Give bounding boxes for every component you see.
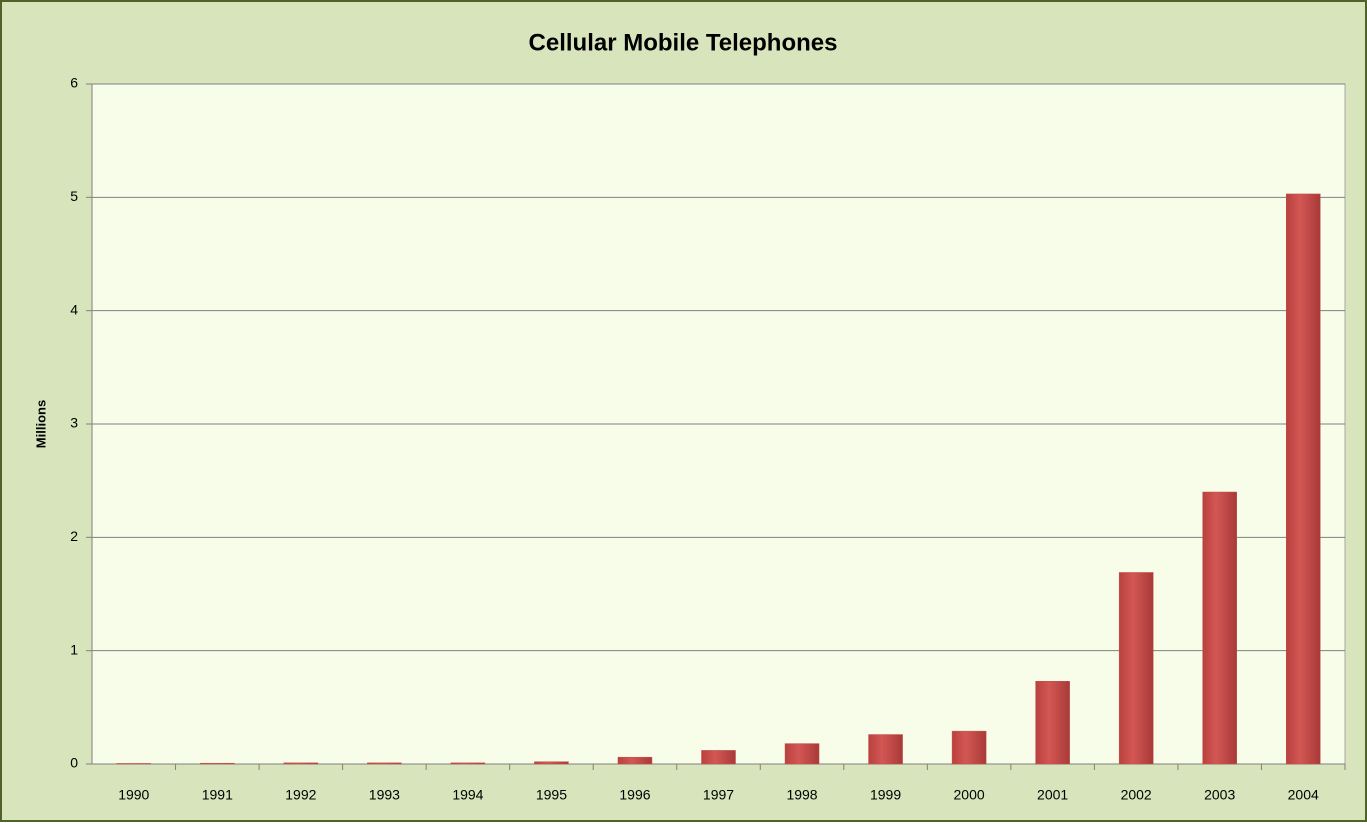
x-tick-label: 2000 [954, 787, 985, 803]
x-tick-label: 1995 [536, 787, 567, 803]
x-tick-label: 2002 [1121, 787, 1152, 803]
bar [534, 761, 569, 765]
x-tick-label: 1992 [285, 787, 316, 803]
y-tick-label: 6 [70, 75, 78, 91]
bar [116, 763, 152, 765]
bar [1285, 193, 1321, 765]
bar [450, 762, 486, 765]
bar [951, 730, 987, 765]
chart-title: Cellular Mobile Telephones [529, 29, 838, 56]
bar [868, 734, 903, 765]
bar [200, 762, 235, 765]
x-tick-label: 1990 [118, 787, 149, 803]
y-tick-label: 2 [70, 528, 78, 544]
bar [701, 750, 736, 765]
y-tick-label: 0 [70, 755, 78, 771]
bar [1202, 491, 1237, 765]
bar [617, 756, 653, 765]
y-tick-label: 4 [70, 301, 78, 317]
x-tick-label: 2001 [1037, 787, 1068, 803]
bar [1118, 572, 1154, 765]
y-tick-label: 1 [70, 641, 78, 657]
x-tick-label: 1994 [452, 787, 483, 803]
x-tick-label: 1993 [369, 787, 400, 803]
bar [367, 762, 402, 765]
bar [283, 762, 319, 765]
y-tick-label: 5 [70, 188, 78, 204]
y-tick-label: 3 [70, 415, 78, 431]
x-tick-label: 1996 [619, 787, 650, 803]
bar [1035, 681, 1070, 765]
x-tick-label: 1991 [202, 787, 233, 803]
x-tick-label: 2003 [1204, 787, 1235, 803]
bar [784, 743, 820, 765]
x-tick-label: 2004 [1288, 787, 1319, 803]
x-tick-label: 1999 [870, 787, 901, 803]
x-tick-label: 1997 [703, 787, 734, 803]
x-tick-label: 1998 [786, 787, 817, 803]
y-axis-label: Millions [33, 400, 48, 448]
